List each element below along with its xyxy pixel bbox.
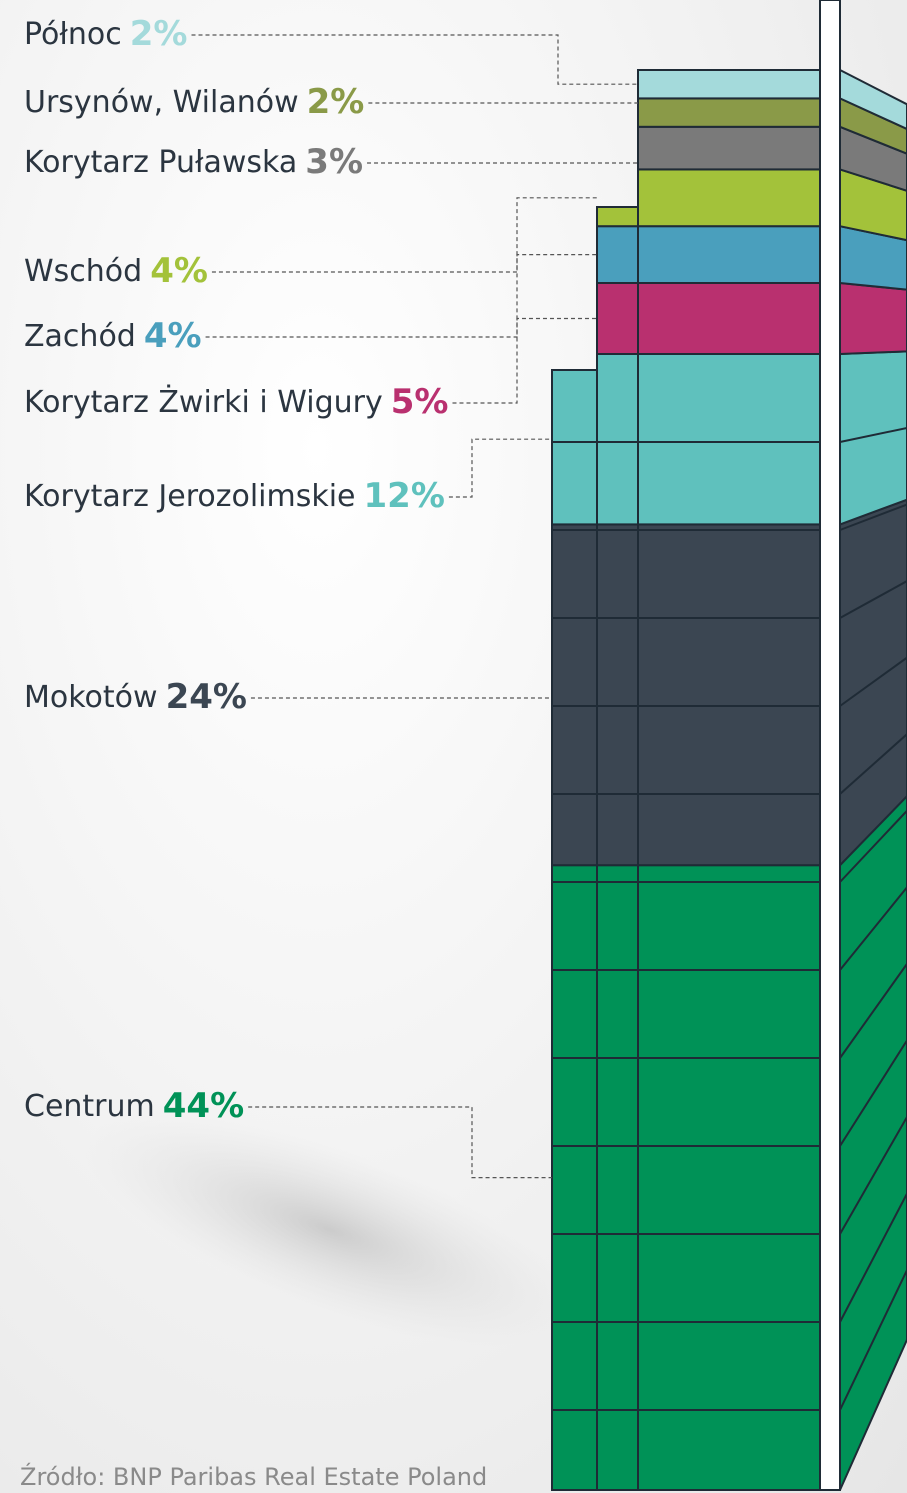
segment xyxy=(638,354,820,524)
value-label: 4% xyxy=(150,251,208,291)
category-label: Północ xyxy=(24,17,122,52)
tower-column xyxy=(597,207,638,226)
value-label: 4% xyxy=(144,316,202,356)
segment xyxy=(638,127,820,170)
tower xyxy=(552,0,907,1490)
leader-line xyxy=(192,35,639,84)
tower-column xyxy=(597,865,638,1490)
source: Źródło: BNP Paribas Real Estate Poland xyxy=(20,1462,487,1491)
value-label: 5% xyxy=(391,382,449,422)
segment xyxy=(638,283,820,354)
value-label: 12% xyxy=(364,476,445,516)
category-label: Wschód xyxy=(24,254,142,289)
category-label: Centrum xyxy=(24,1089,155,1124)
tower-column xyxy=(597,226,638,283)
segment-side xyxy=(840,351,907,524)
leader-line xyxy=(449,439,552,497)
segment xyxy=(638,524,820,865)
segment xyxy=(638,226,820,283)
category-label: Ursynów, Wilanów xyxy=(24,85,299,120)
segment xyxy=(638,169,820,226)
category-label: Korytarz Jerozolimskie xyxy=(24,479,356,514)
tower-gap xyxy=(820,0,840,1490)
chart: Centrum44% Mokotów24% Korytarz Jerozolimsk… xyxy=(0,0,907,1493)
tower-column xyxy=(597,354,638,524)
leader-line xyxy=(206,255,597,337)
segment xyxy=(638,98,820,126)
category-label: Zachód xyxy=(24,319,136,354)
category-label: Mokotów xyxy=(24,680,158,715)
tower-column xyxy=(597,524,638,865)
segment-side xyxy=(840,283,907,354)
category-label: Korytarz Żwirki i Wigury xyxy=(24,384,383,420)
value-label: 2% xyxy=(130,14,188,54)
value-label: 3% xyxy=(305,142,363,182)
leader-line xyxy=(212,198,597,272)
tower-column xyxy=(552,370,597,524)
value-label: 2% xyxy=(307,82,365,122)
category-label: Korytarz Puławska xyxy=(24,145,297,180)
segment xyxy=(638,865,820,1490)
value-label: 24% xyxy=(166,677,247,717)
segment xyxy=(638,70,820,98)
tower-column xyxy=(552,524,597,865)
value-label: 44% xyxy=(163,1086,244,1126)
tower-column xyxy=(552,865,597,1490)
tower-column xyxy=(597,283,638,354)
